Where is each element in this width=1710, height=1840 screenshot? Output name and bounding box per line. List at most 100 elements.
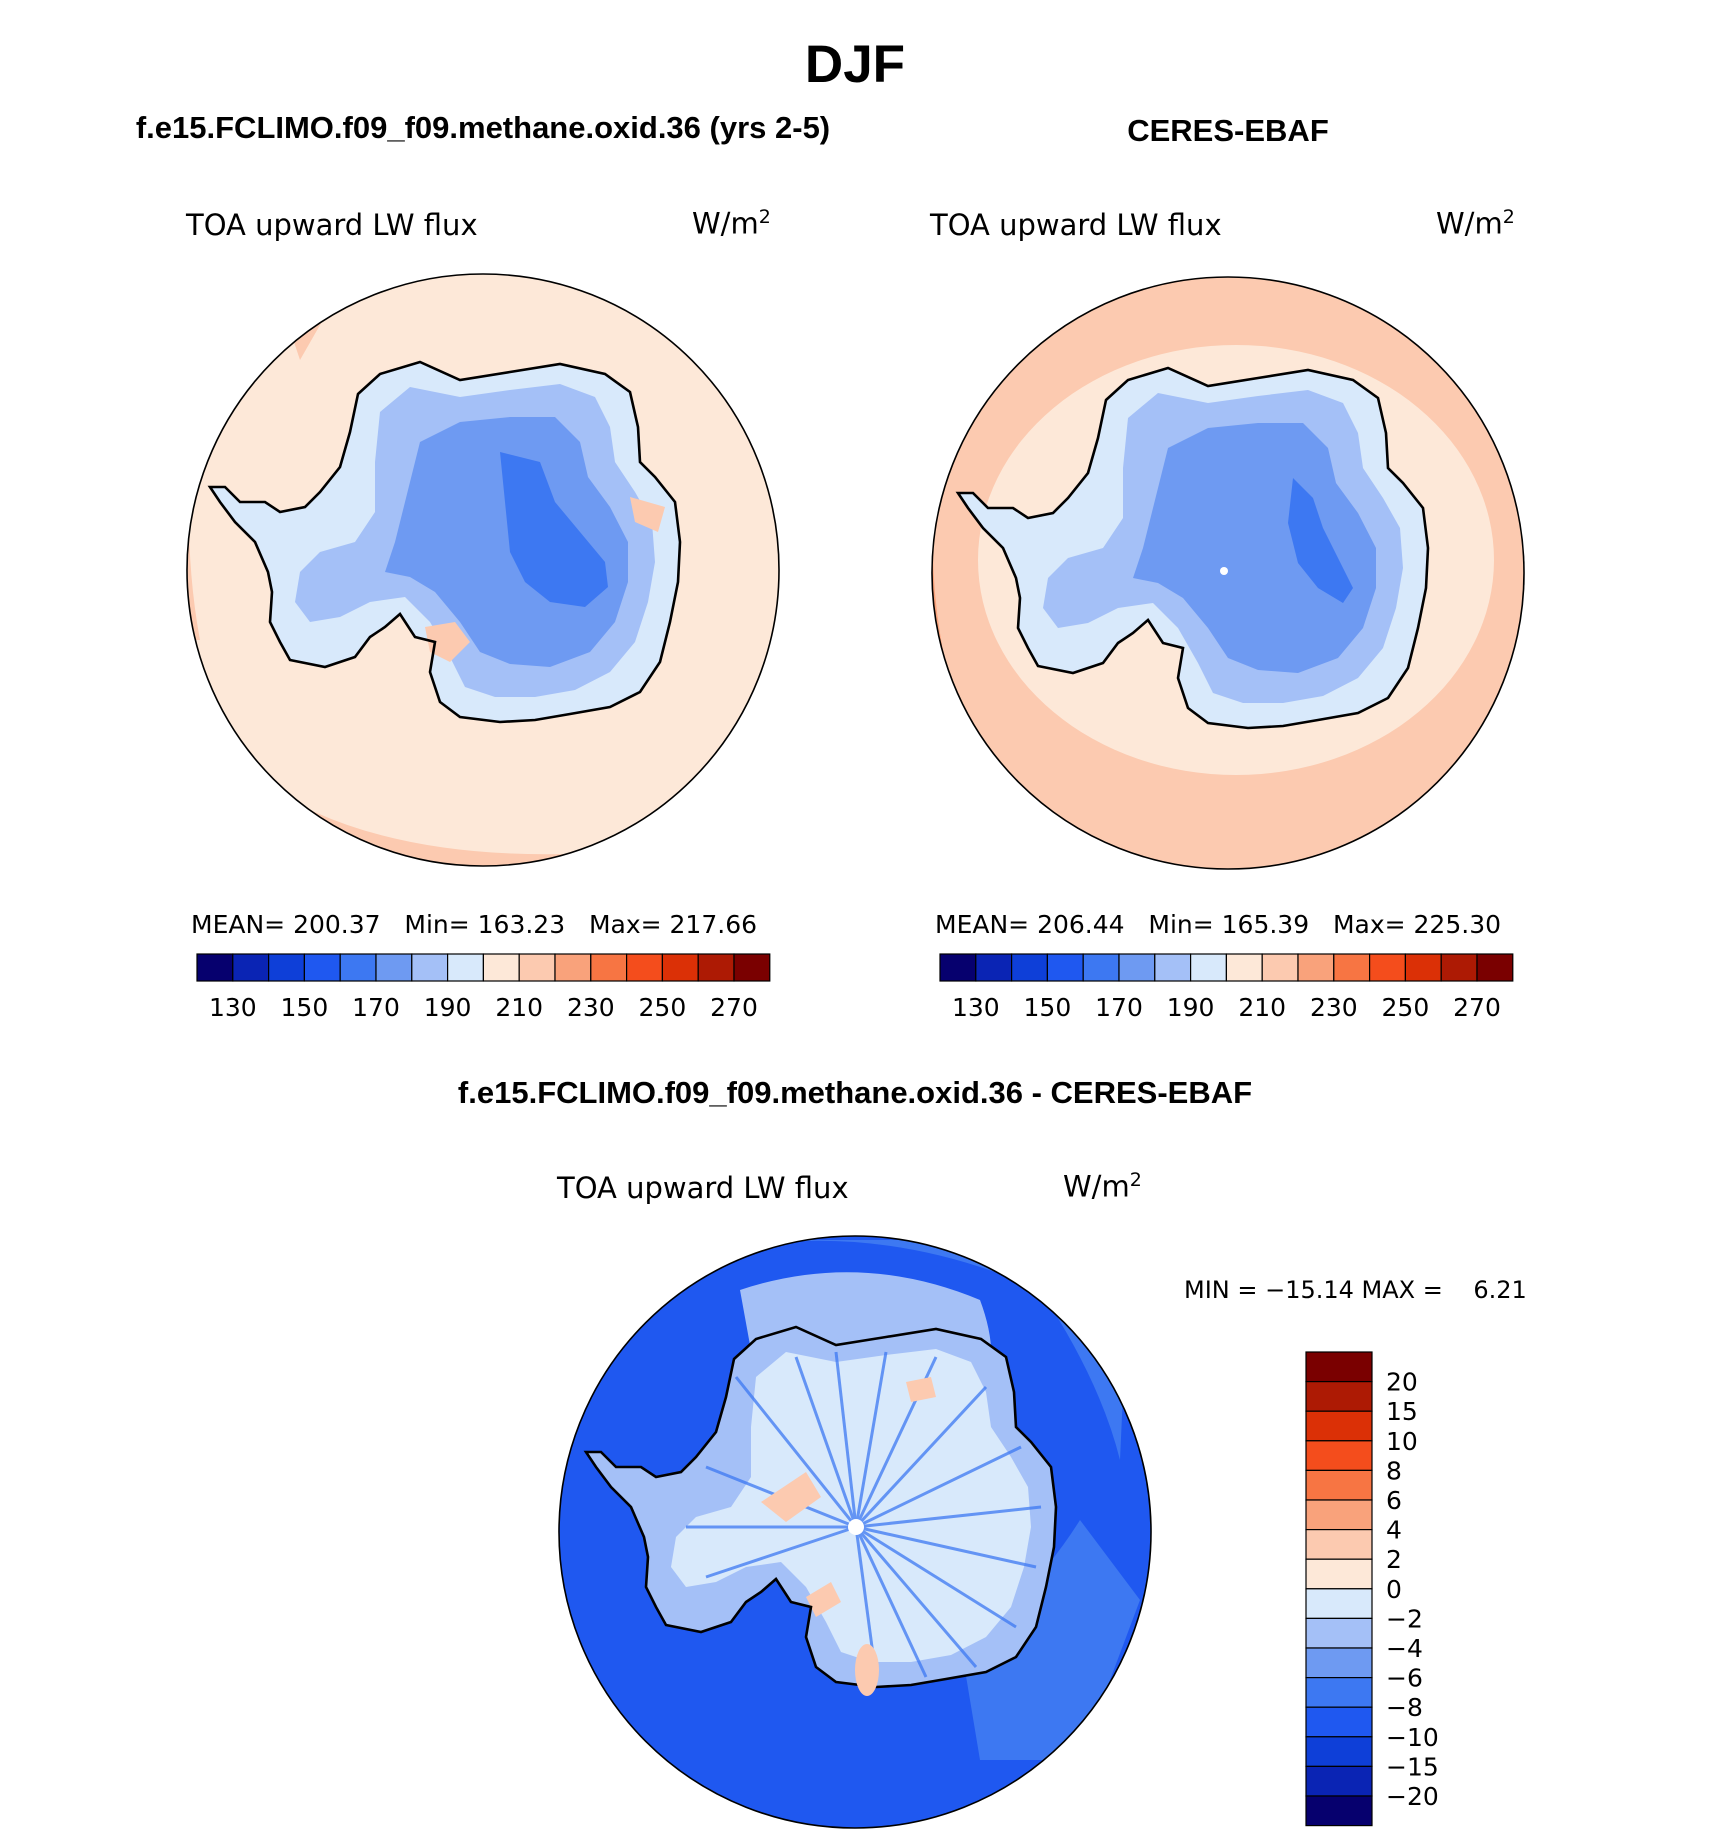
colorbar-obs-swatch xyxy=(1297,953,1335,982)
colorbar-diff-tick-label: 0 xyxy=(1386,1575,1402,1604)
map-model-land-core xyxy=(500,452,608,607)
colorbar-diff-swatch xyxy=(1305,1558,1373,1590)
colorbar-diff-tick-label: −15 xyxy=(1386,1752,1439,1781)
obs-units: W/m2 xyxy=(1436,206,1515,241)
colorbar-model-swatch xyxy=(625,953,663,982)
colorbar-obs-swatch xyxy=(1476,953,1514,982)
colorbar-obs-tick-label: 130 xyxy=(952,993,1000,1022)
diff-units-base: W/m xyxy=(1063,1169,1130,1204)
colorbar-diff-swatch xyxy=(1305,1440,1373,1472)
colorbar-model-tick-label: 270 xyxy=(710,993,758,1022)
colorbar-diff-tick-label: 8 xyxy=(1386,1456,1402,1485)
colorbar-diff-tick-label: −2 xyxy=(1386,1604,1423,1633)
map-diff-positive-c xyxy=(906,1377,936,1402)
colorbar-diff-tick-label: −8 xyxy=(1386,1693,1423,1722)
map-diff xyxy=(558,1235,1152,1829)
colorbar-diff-swatch xyxy=(1305,1676,1373,1708)
colorbar-diff-tick-label: 10 xyxy=(1386,1427,1418,1456)
colorbar-model-tick-label: 170 xyxy=(352,993,400,1022)
colorbar-diff-swatch xyxy=(1305,1736,1373,1768)
colorbar-model-swatch xyxy=(411,953,449,982)
model-variable-label: TOA upward LW flux xyxy=(186,208,478,242)
map-model xyxy=(186,273,780,867)
colorbar-model: 130 150 170 190 210 230 250 270 xyxy=(196,953,771,1022)
map-model-border xyxy=(186,273,780,867)
colorbar-model-swatch xyxy=(661,953,699,982)
colorbar-diff-tick-label: 20 xyxy=(1386,1368,1418,1397)
colorbar-model-tick-label: 210 xyxy=(495,993,543,1022)
colorbar-obs-swatch xyxy=(1154,953,1192,982)
colorbar-model-swatch xyxy=(375,953,413,982)
colorbar-obs-tick-label: 250 xyxy=(1382,993,1430,1022)
colorbar-obs-swatch xyxy=(1082,953,1120,982)
colorbar-obs-tick-label: 230 xyxy=(1310,993,1358,1022)
obs-stats: MEAN= 206.44 Min= 165.39 Max= 225.30 xyxy=(935,910,1502,939)
map-diff-positive-b xyxy=(806,1582,841,1617)
diff-panel-title: f.e15.FCLIMO.f09_f09.methane.oxid.36 - C… xyxy=(457,1075,1253,1110)
colorbar-obs-swatch xyxy=(1046,953,1084,982)
colorbar-model-tick-label: 150 xyxy=(281,993,329,1022)
colorbar-obs-tick-label: 150 xyxy=(1024,993,1072,1022)
colorbar-model-swatch xyxy=(196,953,234,982)
map-diff-positive-a xyxy=(761,1472,821,1522)
colorbar-obs-swatch xyxy=(1404,953,1442,982)
colorbar-diff-swatch xyxy=(1305,1499,1373,1531)
obs-variable-label: TOA upward LW flux xyxy=(930,208,1222,242)
colorbar-diff-swatch xyxy=(1305,1410,1373,1442)
colorbar-obs-tick-label: 270 xyxy=(1453,993,1501,1022)
colorbar-obs-tick-label: 170 xyxy=(1095,993,1143,1022)
diff-stats: MIN = −15.14 MAX = 6.21 xyxy=(1184,1276,1527,1304)
main-title: DJF xyxy=(804,35,906,94)
colorbar-obs-tick-label: 210 xyxy=(1238,993,1286,1022)
colorbar-model-swatch xyxy=(554,953,592,982)
colorbar-model-swatch xyxy=(447,953,485,982)
colorbar-diff-swatch xyxy=(1305,1765,1373,1797)
colorbar-diff-tick-label: −20 xyxy=(1386,1782,1439,1811)
model-stats: MEAN= 200.37 Min= 163.23 Max= 217.66 xyxy=(191,910,758,939)
model-units: W/m2 xyxy=(692,206,771,241)
colorbar-obs-swatch xyxy=(939,953,977,982)
colorbar-model-swatch xyxy=(482,953,520,982)
obs-units-exp: 2 xyxy=(1502,206,1515,228)
colorbar-diff-tick-label: 6 xyxy=(1386,1486,1402,1515)
colorbar-obs-swatch xyxy=(1118,953,1156,982)
colorbar-model-swatch xyxy=(303,953,341,982)
colorbar-model-swatch xyxy=(268,953,306,982)
colorbar-obs-swatch xyxy=(1440,953,1478,982)
colorbar-obs-swatch xyxy=(1189,953,1227,982)
colorbar-model-swatch xyxy=(590,953,628,982)
colorbar-model-swatch xyxy=(697,953,735,982)
colorbar-model-swatch xyxy=(232,953,270,982)
map-obs-border xyxy=(931,276,1525,870)
colorbar-obs-swatch xyxy=(1261,953,1299,982)
colorbar-diff-tick-label: 4 xyxy=(1386,1516,1402,1545)
colorbar-diff-swatch xyxy=(1305,1706,1373,1738)
map-diff-border xyxy=(558,1235,1152,1829)
diff-variable-label: TOA upward LW flux xyxy=(557,1171,849,1205)
colorbar-diff-tick-label: 15 xyxy=(1386,1397,1418,1426)
map-obs xyxy=(931,276,1525,870)
colorbar-model-tick-label: 130 xyxy=(209,993,257,1022)
colorbar-diff-swatch xyxy=(1305,1795,1373,1827)
colorbar-diff-swatch xyxy=(1305,1528,1373,1560)
colorbar-obs-swatch xyxy=(975,953,1013,982)
colorbar-obs-swatch xyxy=(1368,953,1406,982)
colorbar-diff-tick-label: 2 xyxy=(1386,1545,1402,1574)
colorbar-diff-swatch xyxy=(1305,1380,1373,1412)
model-panel-title: f.e15.FCLIMO.f09_f09.methane.oxid.36 (yr… xyxy=(135,110,831,145)
map-obs-pole-dot xyxy=(1220,567,1228,575)
colorbar-model-tick-label: 190 xyxy=(424,993,472,1022)
map-diff-pole-spot xyxy=(848,1519,864,1535)
colorbar-diff-swatch xyxy=(1305,1588,1373,1620)
colorbar-model-tick-label: 250 xyxy=(639,993,687,1022)
colorbar-obs: 130 150 170 190 210 230 250 270 xyxy=(939,953,1514,1022)
obs-panel-title: CERES-EBAF xyxy=(1127,113,1329,148)
colorbar-diff-swatch xyxy=(1305,1647,1373,1679)
map-obs-land-core xyxy=(1288,478,1353,603)
colorbar-obs-swatch xyxy=(1010,953,1048,982)
diff-units: W/m2 xyxy=(1063,1169,1142,1204)
colorbar-model-swatch xyxy=(518,953,556,982)
model-units-exp: 2 xyxy=(758,206,771,228)
